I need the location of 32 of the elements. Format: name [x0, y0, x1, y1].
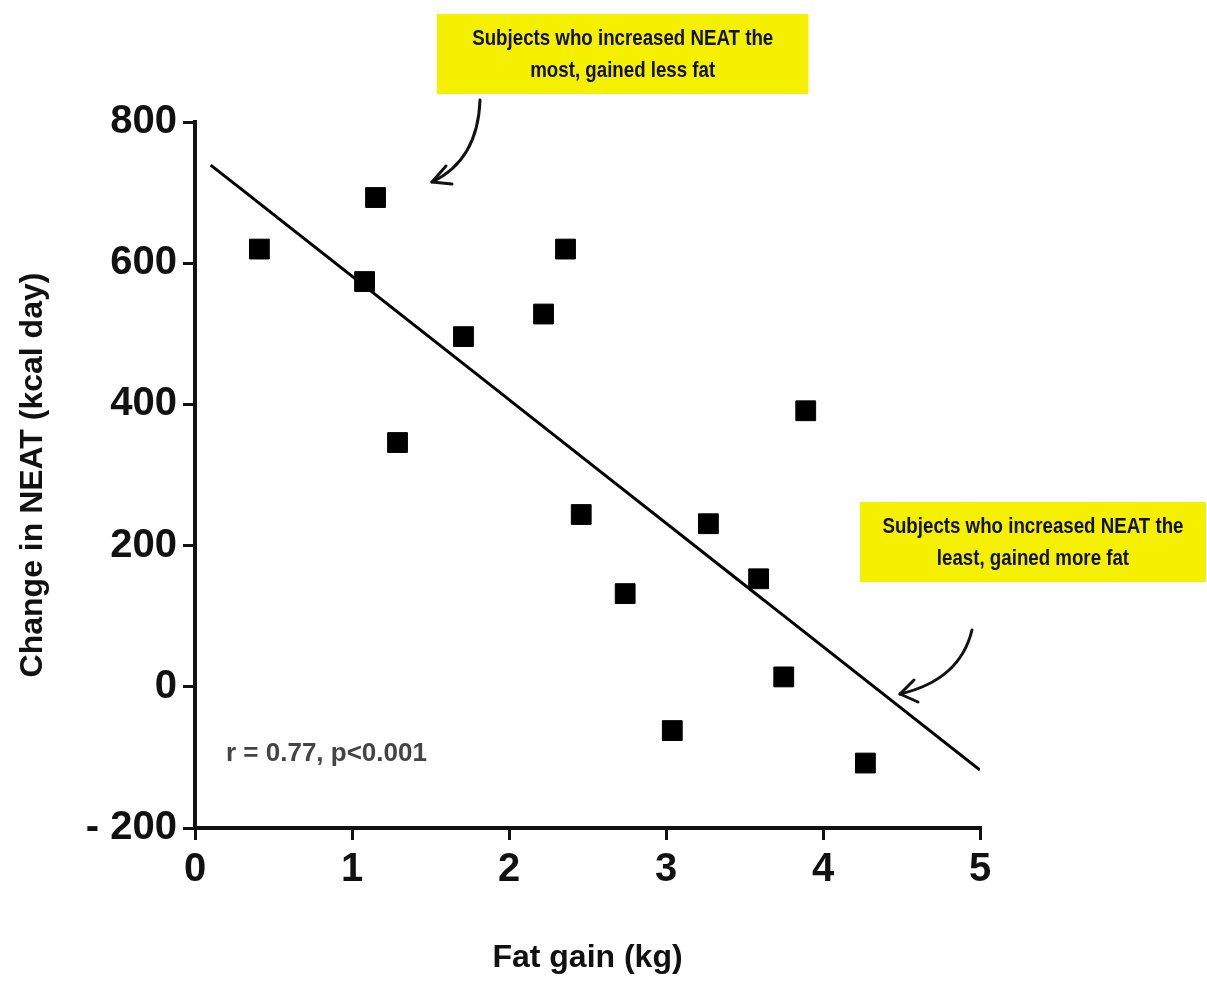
point — [555, 238, 576, 260]
text: Subjects who increased NEAT the most, gained less fat — [437, 14, 809, 94]
point — [354, 271, 375, 292]
x-tick-label: 2 — [497, 845, 521, 890]
point — [795, 400, 817, 422]
x-tick-label: 0 — [183, 845, 207, 890]
point — [614, 583, 636, 605]
y-tick-label: 800 — [110, 97, 177, 142]
point — [773, 666, 795, 688]
point — [453, 326, 474, 348]
point — [854, 752, 876, 774]
y-tick-label: 200 — [110, 520, 177, 565]
point — [365, 187, 386, 208]
annotation: r = 0.77, p<0.001 — [226, 737, 427, 768]
annotation: Subjects who increased NEAT the least, gained more fat — [860, 502, 1206, 582]
point — [248, 238, 270, 260]
y-tick-label: 600 — [110, 238, 177, 283]
x-tick-label: 1 — [340, 845, 364, 890]
y-tick-label: 400 — [110, 379, 177, 424]
y-axis-title: Change in NEAT (kcal day) — [13, 272, 50, 678]
x-axis-title: Fat gain (kg) — [492, 937, 683, 974]
point — [661, 720, 683, 741]
point — [387, 432, 408, 453]
y-tick-label: - 200 — [85, 803, 177, 848]
y-tick-label: 0 — [154, 661, 177, 706]
x-tick-label: 3 — [654, 845, 678, 890]
point — [533, 303, 554, 325]
point — [697, 513, 719, 535]
point — [570, 504, 592, 525]
x-tick-label: 4 — [811, 845, 835, 890]
x-tick-label: 5 — [968, 845, 992, 890]
point — [748, 568, 770, 590]
